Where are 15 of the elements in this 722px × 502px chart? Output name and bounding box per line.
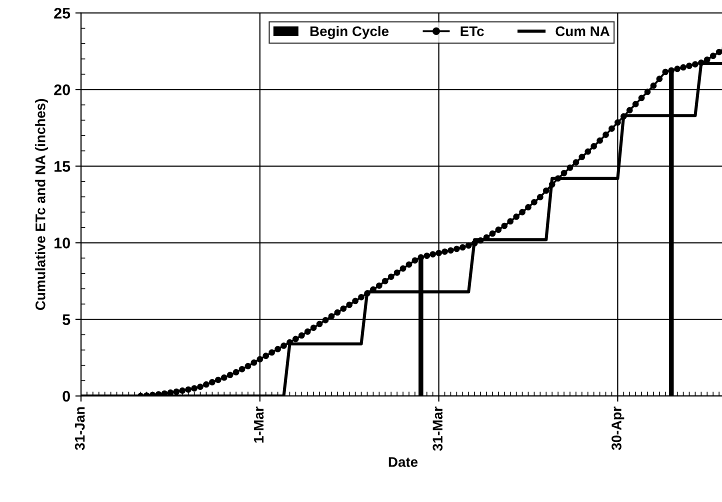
y-axis-title: Cumulative ETc and NA (inches) xyxy=(35,99,48,310)
y-tick-label: 5 xyxy=(62,314,70,326)
x-tick-label: 31-Mar xyxy=(432,406,443,451)
x-tick-label: 30-Apr xyxy=(612,406,624,450)
legend-label: Begin Cycle xyxy=(310,26,389,39)
legend-label: Cum NA xyxy=(556,26,610,36)
x-axis-title: Date xyxy=(388,457,418,467)
y-tick-label: 25 xyxy=(54,8,70,19)
legend-label: ETc xyxy=(460,26,484,36)
y-tick-label: 10 xyxy=(54,238,70,248)
y-tick-label: 15 xyxy=(54,161,70,172)
y-tick-label: 0 xyxy=(62,390,70,402)
x-tick-label: 31-Jan xyxy=(74,407,85,450)
x-tick-label: 1-Mar xyxy=(254,406,264,443)
y-tick-label: 20 xyxy=(54,84,70,96)
